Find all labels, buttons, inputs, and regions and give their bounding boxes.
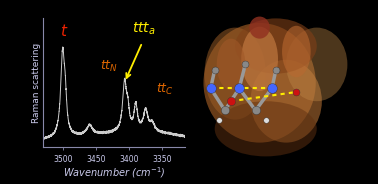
Ellipse shape xyxy=(249,17,270,39)
Ellipse shape xyxy=(241,27,278,91)
Ellipse shape xyxy=(215,101,317,156)
Ellipse shape xyxy=(235,18,317,74)
Ellipse shape xyxy=(204,28,266,120)
Text: $\mathit{t}$: $\mathit{t}$ xyxy=(60,23,68,39)
Ellipse shape xyxy=(217,39,245,90)
Ellipse shape xyxy=(250,60,322,143)
Y-axis label: Raman scattering: Raman scattering xyxy=(32,43,41,123)
Ellipse shape xyxy=(282,26,311,77)
Text: $\mathit{tt}_{\mathit{N}}$: $\mathit{tt}_{\mathit{N}}$ xyxy=(100,59,118,74)
Text: $\mathit{tt}_{\mathit{C}}$: $\mathit{tt}_{\mathit{C}}$ xyxy=(156,82,174,97)
Ellipse shape xyxy=(286,28,347,101)
Text: $\mathit{ttt}_{\mathit{a}}$: $\mathit{ttt}_{\mathit{a}}$ xyxy=(132,21,156,38)
X-axis label: Wavenumber (cm$^{-1}$): Wavenumber (cm$^{-1}$) xyxy=(63,165,166,180)
Ellipse shape xyxy=(203,23,316,143)
